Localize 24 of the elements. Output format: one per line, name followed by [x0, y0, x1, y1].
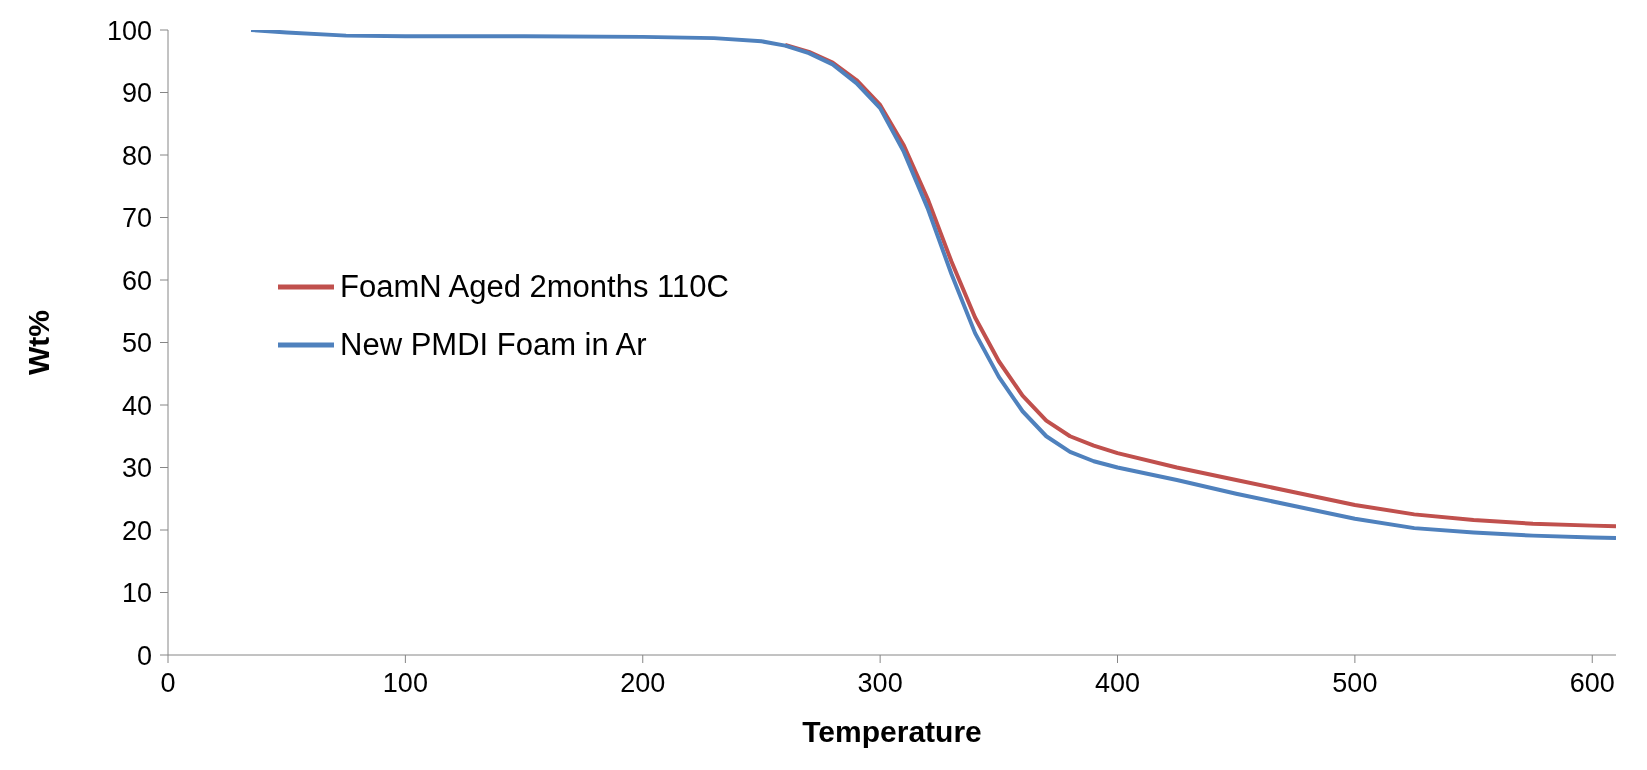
- y-axis-title: Wt%: [21, 310, 55, 375]
- y-tick-label: 10: [121, 578, 152, 609]
- x-axis-title: Temperature: [802, 715, 982, 748]
- x-tick-label: 200: [620, 668, 666, 699]
- y-tick-label: 0: [136, 640, 152, 671]
- y-tick-label: 80: [121, 140, 152, 171]
- y-tick-label: 90: [121, 78, 152, 109]
- y-tick-label: 100: [106, 15, 152, 46]
- x-tick-label: 600: [1569, 668, 1615, 699]
- line-series: [249, 30, 1616, 541]
- x-tick-label: 300: [857, 668, 903, 699]
- y-tick-label: 70: [121, 203, 152, 234]
- x-tick-label: 500: [1332, 668, 1378, 699]
- y-tick-label: 50: [121, 328, 152, 359]
- y-tick-label: 30: [121, 453, 152, 484]
- x-tick-label: 0: [160, 668, 176, 699]
- y-tick-label: 40: [121, 390, 152, 421]
- y-tick-label: 60: [121, 265, 152, 296]
- line-series: [783, 43, 1616, 529]
- x-tick-label: 100: [382, 668, 428, 699]
- x-tick-label: 400: [1094, 668, 1141, 699]
- legend-label: FoamN Aged 2months 110C: [340, 268, 729, 306]
- legend-label: New PMDI Foam in Ar: [340, 326, 647, 364]
- y-tick-label: 20: [121, 515, 152, 546]
